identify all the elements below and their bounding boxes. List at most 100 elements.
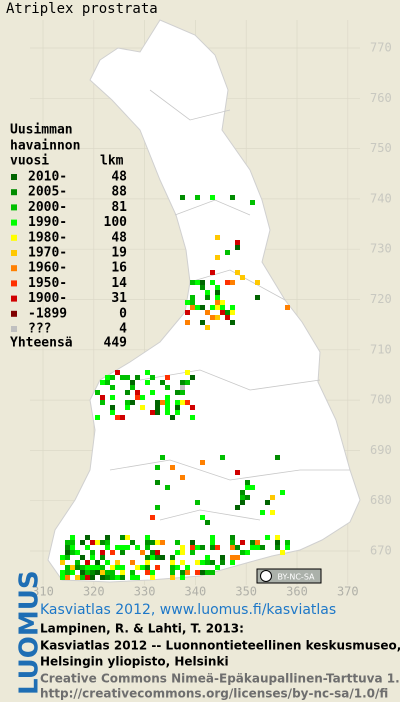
observation-square bbox=[180, 390, 185, 395]
legend-count: 100 bbox=[104, 215, 128, 230]
legend-count: 16 bbox=[111, 261, 127, 276]
observation-square bbox=[260, 510, 265, 515]
cc-badge: BY-NC-SA bbox=[256, 568, 322, 584]
legend-count: 88 bbox=[111, 185, 127, 200]
observation-square bbox=[155, 505, 160, 510]
observation-square bbox=[130, 540, 135, 545]
legend: Uusimman havainnon vuosi lkm 2010- 48 2005… bbox=[10, 123, 127, 351]
license: Creative Commons Nimeä-Epäkaupallinen-Ta… bbox=[40, 672, 400, 686]
legend-total-label: Yhteensä bbox=[10, 336, 73, 351]
observation-square bbox=[215, 305, 220, 310]
observation-square bbox=[220, 560, 225, 565]
observation-square bbox=[210, 195, 215, 200]
observation-square bbox=[100, 400, 105, 405]
legend-label: 2000- bbox=[28, 200, 67, 215]
observation-square bbox=[150, 390, 155, 395]
observation-square bbox=[230, 535, 235, 540]
observation-square bbox=[175, 565, 180, 570]
observation-square bbox=[115, 565, 120, 570]
observation-square bbox=[85, 570, 90, 575]
legend-total: 449 bbox=[104, 336, 127, 351]
observation-square bbox=[110, 565, 115, 570]
observation-square bbox=[210, 280, 215, 285]
observation-square bbox=[160, 400, 165, 405]
observation-square bbox=[210, 540, 215, 545]
observation-square bbox=[140, 395, 145, 400]
observation-square bbox=[145, 560, 150, 565]
credit-link[interactable]: Kasviatlas 2012, www.luomus.fi/kasviatla… bbox=[40, 602, 336, 618]
observation-square bbox=[205, 520, 210, 525]
observation-square bbox=[110, 550, 115, 555]
observation-square bbox=[115, 545, 120, 550]
observation-square bbox=[205, 295, 210, 300]
observation-square bbox=[125, 400, 130, 405]
easting-label: 360 bbox=[286, 585, 308, 599]
legend-swatch bbox=[11, 250, 17, 256]
observation-square bbox=[190, 405, 195, 410]
observation-square bbox=[210, 570, 215, 575]
observations bbox=[60, 195, 290, 580]
observation-square bbox=[125, 375, 130, 380]
observation-square bbox=[60, 570, 65, 575]
observation-square bbox=[275, 535, 280, 540]
observation-square bbox=[140, 550, 145, 555]
observation-square bbox=[85, 565, 90, 570]
observation-square bbox=[175, 405, 180, 410]
legend-count: 81 bbox=[111, 200, 127, 215]
observation-square bbox=[180, 380, 185, 385]
observation-square bbox=[150, 575, 155, 580]
observation-square bbox=[255, 280, 260, 285]
observation-square bbox=[180, 575, 185, 580]
observation-square bbox=[155, 405, 160, 410]
observation-square bbox=[125, 405, 130, 410]
observation-square bbox=[70, 550, 75, 555]
observation-square bbox=[190, 295, 195, 300]
observation-square bbox=[170, 555, 175, 560]
observation-square bbox=[215, 255, 220, 260]
observation-square bbox=[150, 570, 155, 575]
observation-square bbox=[110, 395, 115, 400]
observation-square bbox=[100, 550, 105, 555]
observation-square bbox=[130, 570, 135, 575]
observation-square bbox=[165, 395, 170, 400]
observation-square bbox=[200, 545, 205, 550]
observation-square bbox=[135, 375, 140, 380]
legend-swatch bbox=[11, 295, 17, 302]
observation-square bbox=[95, 570, 100, 575]
observation-square bbox=[215, 290, 220, 295]
legend-swatch bbox=[11, 174, 17, 180]
observation-square bbox=[70, 565, 75, 570]
observation-square bbox=[240, 495, 245, 500]
observation-square bbox=[95, 565, 100, 570]
observation-square bbox=[180, 545, 185, 550]
legend-swatch bbox=[11, 204, 17, 211]
easting-label: 340 bbox=[185, 585, 207, 599]
badge-box bbox=[256, 568, 322, 584]
observation-square bbox=[230, 545, 235, 550]
observation-square bbox=[75, 565, 80, 570]
observation-square bbox=[100, 540, 105, 545]
observation-square bbox=[275, 455, 280, 460]
legend-count: 0 bbox=[119, 306, 127, 321]
observation-square bbox=[210, 315, 215, 320]
observation-square bbox=[225, 250, 230, 255]
observation-square bbox=[215, 285, 220, 290]
observation-square bbox=[235, 505, 240, 510]
observation-square bbox=[105, 575, 110, 580]
observation-square bbox=[115, 560, 120, 565]
observation-square bbox=[285, 545, 290, 550]
observation-square bbox=[160, 455, 165, 460]
observation-square bbox=[125, 545, 130, 550]
observation-square bbox=[220, 300, 225, 305]
legend-label: 1980- bbox=[28, 230, 67, 245]
observation-square bbox=[80, 570, 85, 575]
observation-square bbox=[70, 545, 75, 550]
observation-square bbox=[105, 570, 110, 575]
badge-icon bbox=[260, 570, 272, 582]
legend-heading: havainnon bbox=[10, 139, 80, 154]
legend-swatch bbox=[11, 265, 17, 272]
observation-square bbox=[190, 540, 195, 545]
observation-square bbox=[195, 545, 200, 550]
license-url[interactable]: http://creativecommons.org/licenses/by-n… bbox=[40, 687, 388, 701]
